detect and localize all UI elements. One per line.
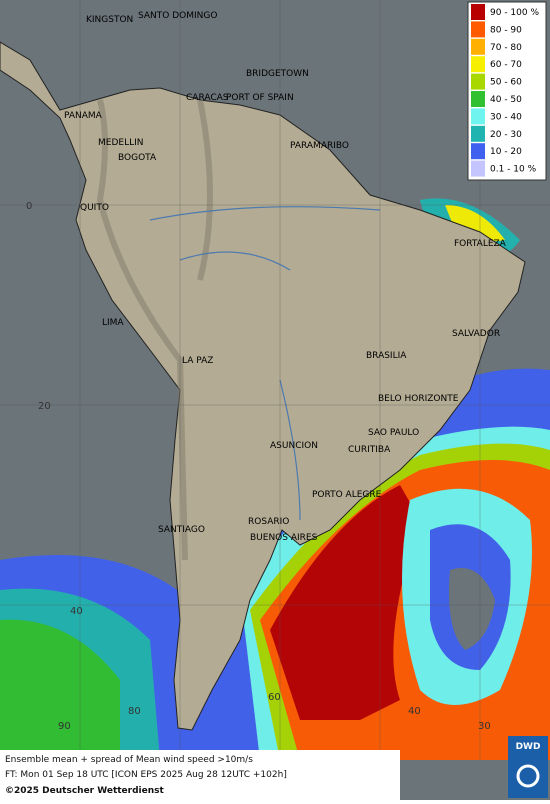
footer: [0, 750, 400, 800]
legend-label: 60 - 70: [490, 60, 522, 70]
legend-swatch: [471, 38, 485, 55]
footer-line: Ensemble mean + spread of Mean wind spee…: [5, 755, 253, 765]
land: [0, 41, 526, 731]
city-label: CURITIBA: [348, 445, 391, 455]
legend-swatch: [471, 160, 485, 177]
logo-icon: [516, 764, 540, 788]
city-label: BRIDGETOWN: [246, 69, 309, 79]
city-label: SAO PAULO: [368, 428, 419, 438]
city-label: SANTO DOMINGO: [138, 11, 217, 21]
city-label: LIMA: [102, 318, 124, 328]
city-label: SANTIAGO: [158, 525, 205, 535]
grid-labels: 0 20 40 60 80 90 40 30: [26, 201, 491, 732]
legend-label: 30 - 40: [490, 112, 522, 122]
city-label: PORTO ALEGRE: [312, 490, 382, 500]
city-label: BELO HORIZONTE: [378, 394, 459, 404]
grid-label: 80: [128, 706, 141, 717]
city-label: BUENOS AIRES: [250, 533, 318, 543]
rivers: [149, 206, 381, 521]
legend-swatch: [471, 4, 485, 20]
city-label: KINGSTON: [86, 15, 133, 25]
legend-swatch: [471, 73, 485, 90]
legend-label: 0.1 - 10 %: [490, 165, 537, 175]
legend-swatch: [471, 143, 485, 160]
grid-label: 0: [26, 201, 32, 212]
grid-label: 60: [268, 692, 281, 703]
city-label: PARAMARIBO: [290, 141, 349, 151]
legend-swatch: [471, 91, 485, 107]
city-label: QUITO: [80, 203, 109, 213]
cities: KINGSTON SANTO DOMINGO BRIDGETOWN CARACA…: [64, 11, 507, 543]
legend-label: 40 - 50: [490, 95, 522, 105]
city-label: ROSARIO: [248, 517, 289, 527]
city-label: MEDELLIN: [98, 138, 143, 148]
legend-swatch: [471, 125, 485, 142]
mountains: [96, 99, 213, 561]
legend-label: 80 - 90: [490, 25, 522, 35]
city-label: FORTALEZA: [454, 239, 507, 249]
city-label: ASUNCION: [270, 441, 318, 451]
grid-label: 40: [408, 706, 421, 717]
city-label: LA PAZ: [182, 356, 213, 366]
city-label: CARACAS: [186, 93, 229, 103]
graticule: [0, 0, 550, 760]
city-label: PANAMA: [64, 111, 103, 121]
legend-label: 90 - 100 %: [490, 8, 539, 18]
copyright: ©2025 Deutscher Wetterdienst: [5, 786, 164, 796]
legend-swatch: [471, 21, 485, 38]
city-label: BOGOTA: [118, 153, 157, 163]
legend-label: 50 - 60: [490, 78, 522, 88]
city-label: PORT OF SPAIN: [226, 93, 294, 103]
grid-label: 90: [58, 721, 71, 732]
footer-line: FT: Mon 01 Sep 18 UTC [ICON EPS 2025 Aug…: [5, 770, 287, 780]
legend-label: 20 - 30: [490, 130, 522, 140]
legend-label: 70 - 80: [490, 43, 522, 53]
logo: DWD: [516, 742, 541, 752]
legend-label: 10 - 20: [490, 147, 522, 157]
grid-label: 20: [38, 401, 51, 412]
legend-swatch: [471, 108, 485, 125]
legend-entries: 90 - 100 % 80 - 90 70 - 80 60 - 70 50 - 60 40…: [471, 4, 539, 177]
grid-label: 40: [70, 606, 83, 617]
city-label: BRASILIA: [366, 351, 407, 361]
legend-swatch: [471, 56, 485, 73]
city-label: SALVADOR: [452, 329, 500, 339]
grid-label: 30: [478, 721, 491, 732]
